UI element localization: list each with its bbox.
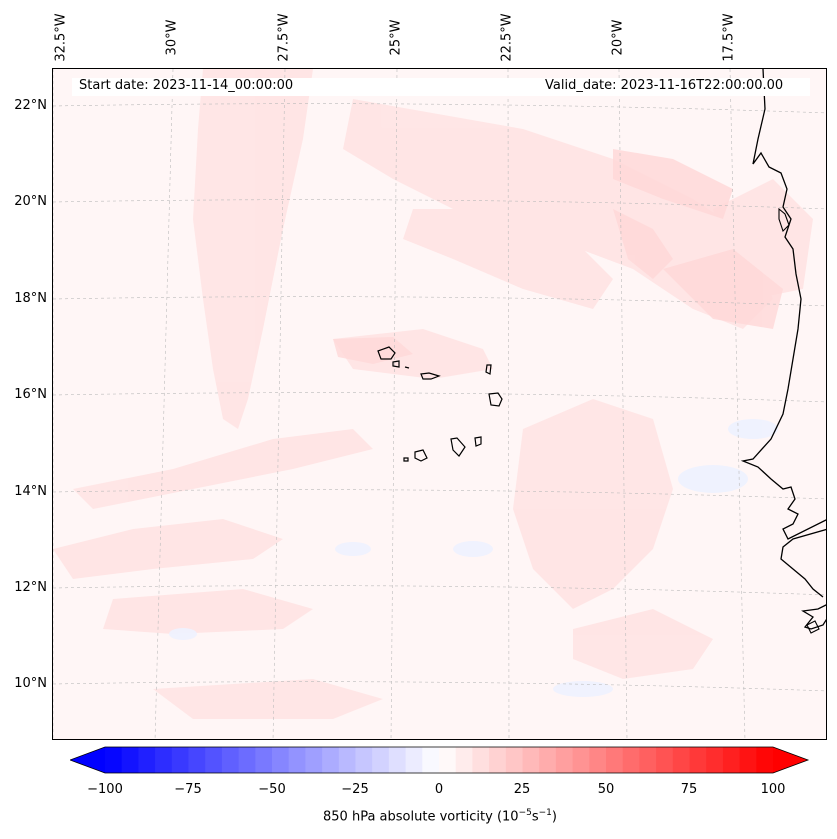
colorbar-segment xyxy=(138,747,156,773)
colorbar-segment xyxy=(656,747,674,773)
negative-vorticity-patches xyxy=(169,419,778,697)
colorbar-label-exp2: −1 xyxy=(538,808,552,818)
colorbar-segment xyxy=(121,747,139,773)
lat-label-12n: 12°N xyxy=(14,580,47,595)
lon-label-20w: 20°W xyxy=(610,19,626,56)
lon-label-32-5w: 32.5°W xyxy=(53,13,69,62)
colorbar-tick: 0 xyxy=(434,782,444,797)
colorbar-segment xyxy=(606,747,624,773)
colorbar-segment xyxy=(338,747,356,773)
colorbar-segment xyxy=(639,747,657,773)
colorbar-segment xyxy=(572,747,590,773)
lon-label-25w: 25°W xyxy=(388,19,404,56)
colorbar-segment xyxy=(455,747,473,773)
colorbar-max-extend xyxy=(773,747,808,773)
coastal-island xyxy=(806,620,820,634)
colorbar-segment xyxy=(689,747,707,773)
colorbar-segment xyxy=(221,747,240,773)
colorbar-label-end: ) xyxy=(551,809,557,825)
coastal-island xyxy=(778,207,790,233)
colorbar-label-mid: s xyxy=(531,809,539,825)
annotation-background xyxy=(72,78,810,96)
lon-label-22-5w: 22.5°W xyxy=(499,13,515,62)
colorbar-tick: −100 xyxy=(87,782,123,797)
colorbar-segment xyxy=(472,747,490,773)
cabo-verde-islands xyxy=(377,346,503,462)
colorbar-segment xyxy=(288,747,306,773)
colorbar-segment xyxy=(739,747,757,773)
lat-label-14n: 14°N xyxy=(14,484,47,499)
valid-date-label: Valid_date: 2023-11-16T22:00:00.00 xyxy=(545,78,784,93)
colorbar-tick: −25 xyxy=(341,782,369,797)
colorbar-segment xyxy=(522,747,540,773)
vorticity-field xyxy=(53,69,826,739)
colorbar-label-main: 850 hPa absolute vorticity (10 xyxy=(323,809,519,825)
colorbar-segment xyxy=(489,747,507,773)
stronger-positive-patches xyxy=(333,149,783,364)
colorbar-segment xyxy=(622,747,640,773)
lat-label-20n: 20°N xyxy=(14,194,47,209)
colorbar-segment xyxy=(422,747,440,773)
colorbar-tick: 25 xyxy=(513,782,531,797)
african-coastline xyxy=(740,69,826,630)
start-date-label: Start date: 2023-11-14_00:00:00 xyxy=(79,78,294,93)
colorbar-segment xyxy=(589,747,607,773)
lat-label-22n: 22°N xyxy=(14,98,47,113)
colorbar-segment xyxy=(505,747,523,773)
colorbar-segment xyxy=(722,747,741,773)
colorbar-min-extend xyxy=(70,747,105,773)
lat-label-10n: 10°N xyxy=(14,676,47,691)
colorbar-segment xyxy=(355,747,373,773)
colorbar-segment xyxy=(756,747,774,773)
colorbar-segment xyxy=(255,747,273,773)
colorbar-segment xyxy=(188,747,206,773)
lat-label-18n: 18°N xyxy=(14,291,47,306)
colorbar-segment xyxy=(439,747,457,773)
colorbar-segment xyxy=(272,747,290,773)
colorbar-segment xyxy=(322,747,340,773)
lon-label-17-5w: 17.5°W xyxy=(721,13,737,62)
graticule xyxy=(53,69,826,739)
colorbar-segment xyxy=(171,747,189,773)
positive-vorticity-patches xyxy=(53,69,813,719)
lon-label-27-5w: 27.5°W xyxy=(276,13,292,62)
colorbar-tick: 75 xyxy=(680,782,698,797)
colorbar-segment xyxy=(388,747,407,773)
map-panel xyxy=(52,68,827,740)
colorbar-label: 850 hPa absolute vorticity (10−5s−1) xyxy=(323,808,557,824)
colorbar-segment xyxy=(539,747,557,773)
lat-label-16n: 16°N xyxy=(14,387,47,402)
lon-label-30w: 30°W xyxy=(164,19,180,56)
colorbar xyxy=(70,746,810,774)
colorbar-tick: −50 xyxy=(258,782,286,797)
colorbar-segment xyxy=(305,747,323,773)
colorbar-segment xyxy=(672,747,690,773)
colorbar-segment xyxy=(205,747,223,773)
colorbar-segment xyxy=(405,747,423,773)
colorbar-tick: 100 xyxy=(760,782,786,797)
colorbar-label-exp1: −5 xyxy=(518,808,532,818)
colorbar-segment xyxy=(155,747,173,773)
colorbar-tick: 50 xyxy=(597,782,615,797)
colorbar-tick: −75 xyxy=(174,782,202,797)
colorbar-segment xyxy=(372,747,390,773)
colorbar-segment xyxy=(238,747,256,773)
colorbar-outline xyxy=(70,746,810,774)
colorbar-segment xyxy=(555,747,574,773)
colorbar-segment xyxy=(706,747,724,773)
colorbar-segment xyxy=(105,747,123,773)
